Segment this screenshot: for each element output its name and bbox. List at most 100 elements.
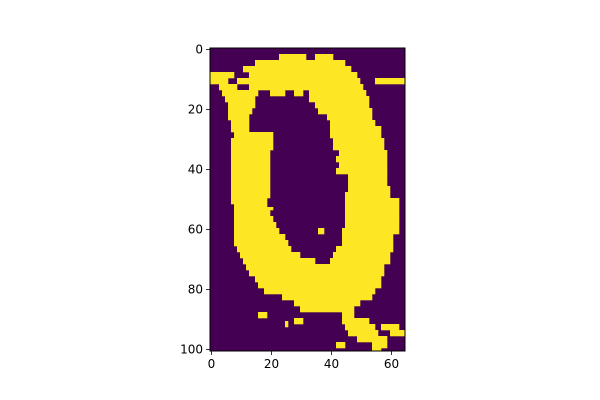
heatmap-cell-run xyxy=(300,306,355,313)
heatmap-cell-run xyxy=(234,216,274,223)
heatmap-cell-run xyxy=(330,258,391,265)
heatmap-cell-run xyxy=(294,300,361,307)
heatmap-cell xyxy=(354,159,358,163)
heatmap-cell-run xyxy=(255,276,382,283)
heatmap-cell-run xyxy=(234,204,268,211)
heatmap-cell-run xyxy=(231,174,271,181)
heatmap-cell-run xyxy=(231,168,271,175)
heatmap-cell-run xyxy=(231,126,250,133)
heatmap-cell xyxy=(240,132,244,136)
heatmap-cell xyxy=(237,135,241,139)
y-tick-label: 100 xyxy=(180,343,203,357)
heatmap-cell xyxy=(318,231,322,235)
heatmap-cell-run xyxy=(318,108,373,115)
heatmap-cell-run xyxy=(315,54,334,61)
heatmap-cell-run xyxy=(342,240,394,247)
heatmap-cell xyxy=(285,321,289,325)
heatmap-cell-run xyxy=(243,66,352,73)
heatmap-cell-run xyxy=(234,222,277,229)
heatmap-cell-run xyxy=(342,228,400,235)
heatmap-cell-run xyxy=(234,210,271,217)
x-tick-label: 40 xyxy=(324,357,339,371)
x-tick-label: 60 xyxy=(384,357,399,371)
heatmap-cell-run xyxy=(237,246,292,253)
heatmap-cell-run xyxy=(258,312,268,319)
heatmap-cell-run xyxy=(228,102,256,109)
heatmap-cell-run xyxy=(249,270,385,277)
heatmap-cell xyxy=(321,231,325,235)
x-axis: 0 20 40 60 xyxy=(208,351,399,371)
heatmap-cell-run xyxy=(210,72,235,79)
heatmap-cell-run xyxy=(309,96,370,103)
heatmap-cell xyxy=(240,135,244,139)
heatmap-cell-run xyxy=(255,60,346,67)
heatmap-cell-run xyxy=(240,252,301,259)
heatmap-cell-run xyxy=(234,132,274,139)
y-tick-label: 40 xyxy=(188,163,203,177)
heatmap-cell-run xyxy=(357,336,388,343)
heatmap-cell-run xyxy=(282,294,373,301)
heatmap-cell-run xyxy=(234,240,289,247)
heatmap-cell xyxy=(267,207,271,211)
heatmap-cell-run xyxy=(348,174,388,181)
heatmap-cell-run xyxy=(330,132,382,139)
heatmap-cell-run xyxy=(309,90,367,97)
heatmap-cell-run xyxy=(372,342,388,349)
heatmap-cell-run xyxy=(333,252,391,259)
heatmap-cell xyxy=(237,132,241,136)
heatmap-cell-run xyxy=(294,318,304,325)
heatmap-cell-run xyxy=(339,150,388,157)
heatmap-cell-run xyxy=(336,342,346,349)
heatmap-cell-run xyxy=(228,108,253,115)
heatmap-cell xyxy=(357,156,361,160)
heatmap-cell-run xyxy=(345,210,400,217)
heatmap-cell-run xyxy=(231,150,271,157)
heatmap-cell-run xyxy=(249,84,364,91)
heatmap-cell-run xyxy=(243,258,316,265)
heatmap-cell-run xyxy=(231,120,250,127)
heatmap-cell-run xyxy=(348,180,388,187)
heatmap-cell-run xyxy=(231,144,274,151)
heatmap-cell-run xyxy=(231,198,268,205)
heatmap-cell-run xyxy=(237,78,361,85)
heatmap-cell-run xyxy=(231,162,271,169)
heatmap-cell xyxy=(357,153,361,157)
heatmap-cell-run xyxy=(231,186,271,193)
heatmap-cell-run xyxy=(246,264,334,271)
heatmap-cell-run xyxy=(372,348,382,352)
heatmap-cell-run xyxy=(234,228,280,235)
heatmap-cell-run xyxy=(330,126,382,133)
y-tick-label: 60 xyxy=(188,223,203,237)
heatmap-cell-run xyxy=(222,90,259,97)
heatmap-cell-run xyxy=(279,54,307,61)
heatmap-cell xyxy=(318,228,322,232)
heatmap-cell-run xyxy=(270,90,286,97)
heatmap-cell-run xyxy=(345,204,400,211)
heatmap-cell xyxy=(321,228,325,232)
heatmap-cell-run xyxy=(348,186,391,193)
heatmap-cell-run xyxy=(315,102,370,109)
heatmap-cell-run xyxy=(333,144,385,151)
heatmap-cell-run xyxy=(333,138,385,145)
plot-frame xyxy=(209,47,406,352)
x-tick-label: 0 xyxy=(208,357,216,371)
heatmap-cell xyxy=(357,159,361,163)
heatmap-cell xyxy=(243,207,247,211)
heatmap-cell-run xyxy=(231,180,271,187)
heatmap-cell-run xyxy=(342,234,394,241)
y-tick-label: 80 xyxy=(188,283,203,297)
heatmap-cell-run xyxy=(249,72,358,79)
heatmap-cell xyxy=(393,216,397,220)
heatmap-cell-run xyxy=(330,120,376,127)
heatmap-cell-run xyxy=(234,234,286,241)
heatmap-cell-run xyxy=(231,156,271,163)
heatmap-cell-run xyxy=(258,282,382,289)
heatmap-cell-run xyxy=(231,192,271,199)
heatmap-cell-run xyxy=(348,330,379,337)
heatmap-cell-run xyxy=(345,222,400,229)
heatmap-cell-run xyxy=(345,192,391,199)
heatmap-cell-run xyxy=(327,114,373,121)
heatmap-cell-run xyxy=(390,330,406,337)
heatmap-cell xyxy=(354,153,358,157)
heatmap-cell-run xyxy=(210,78,229,85)
